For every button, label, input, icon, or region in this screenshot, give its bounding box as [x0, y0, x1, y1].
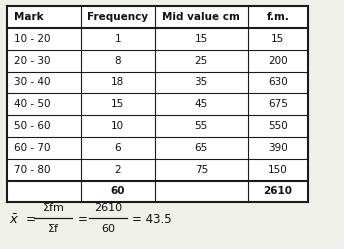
Text: 25: 25 [195, 56, 208, 66]
Text: 8: 8 [115, 56, 121, 66]
Text: Σf: Σf [48, 224, 59, 234]
Text: 630: 630 [268, 77, 288, 87]
Text: 150: 150 [268, 165, 288, 175]
Text: 30 - 40: 30 - 40 [14, 77, 51, 87]
Text: 40 - 50: 40 - 50 [14, 99, 51, 109]
Text: =: = [26, 213, 36, 226]
Text: 15: 15 [271, 34, 284, 44]
Text: 45: 45 [195, 99, 208, 109]
Text: 75: 75 [195, 165, 208, 175]
Text: 65: 65 [195, 143, 208, 153]
Text: $\bar{x}$: $\bar{x}$ [9, 213, 19, 227]
Text: 55: 55 [195, 121, 208, 131]
Text: Σfm: Σfm [42, 203, 64, 213]
Text: 60 - 70: 60 - 70 [14, 143, 51, 153]
Text: 15: 15 [195, 34, 208, 44]
Text: 2: 2 [115, 165, 121, 175]
Text: Frequency: Frequency [87, 12, 148, 22]
Text: =: = [77, 213, 87, 226]
Text: 10: 10 [111, 121, 125, 131]
Text: 60: 60 [110, 187, 125, 196]
Text: 200: 200 [268, 56, 288, 66]
Text: 550: 550 [268, 121, 288, 131]
Text: f.m.: f.m. [266, 12, 289, 22]
Text: 20 - 30: 20 - 30 [14, 56, 51, 66]
Text: 390: 390 [268, 143, 288, 153]
Text: 15: 15 [111, 99, 125, 109]
Text: 675: 675 [268, 99, 288, 109]
Text: 50 - 60: 50 - 60 [14, 121, 51, 131]
Text: 70 - 80: 70 - 80 [14, 165, 51, 175]
Text: = 43.5: = 43.5 [132, 213, 172, 226]
Text: Mark: Mark [14, 12, 44, 22]
Text: 1: 1 [115, 34, 121, 44]
Text: Mid value cm: Mid value cm [162, 12, 240, 22]
Text: 2610: 2610 [263, 187, 292, 196]
Text: 6: 6 [115, 143, 121, 153]
Text: 60: 60 [101, 224, 115, 234]
Text: 18: 18 [111, 77, 125, 87]
Text: 10 - 20: 10 - 20 [14, 34, 51, 44]
Text: 2610: 2610 [94, 203, 122, 213]
Text: 35: 35 [195, 77, 208, 87]
